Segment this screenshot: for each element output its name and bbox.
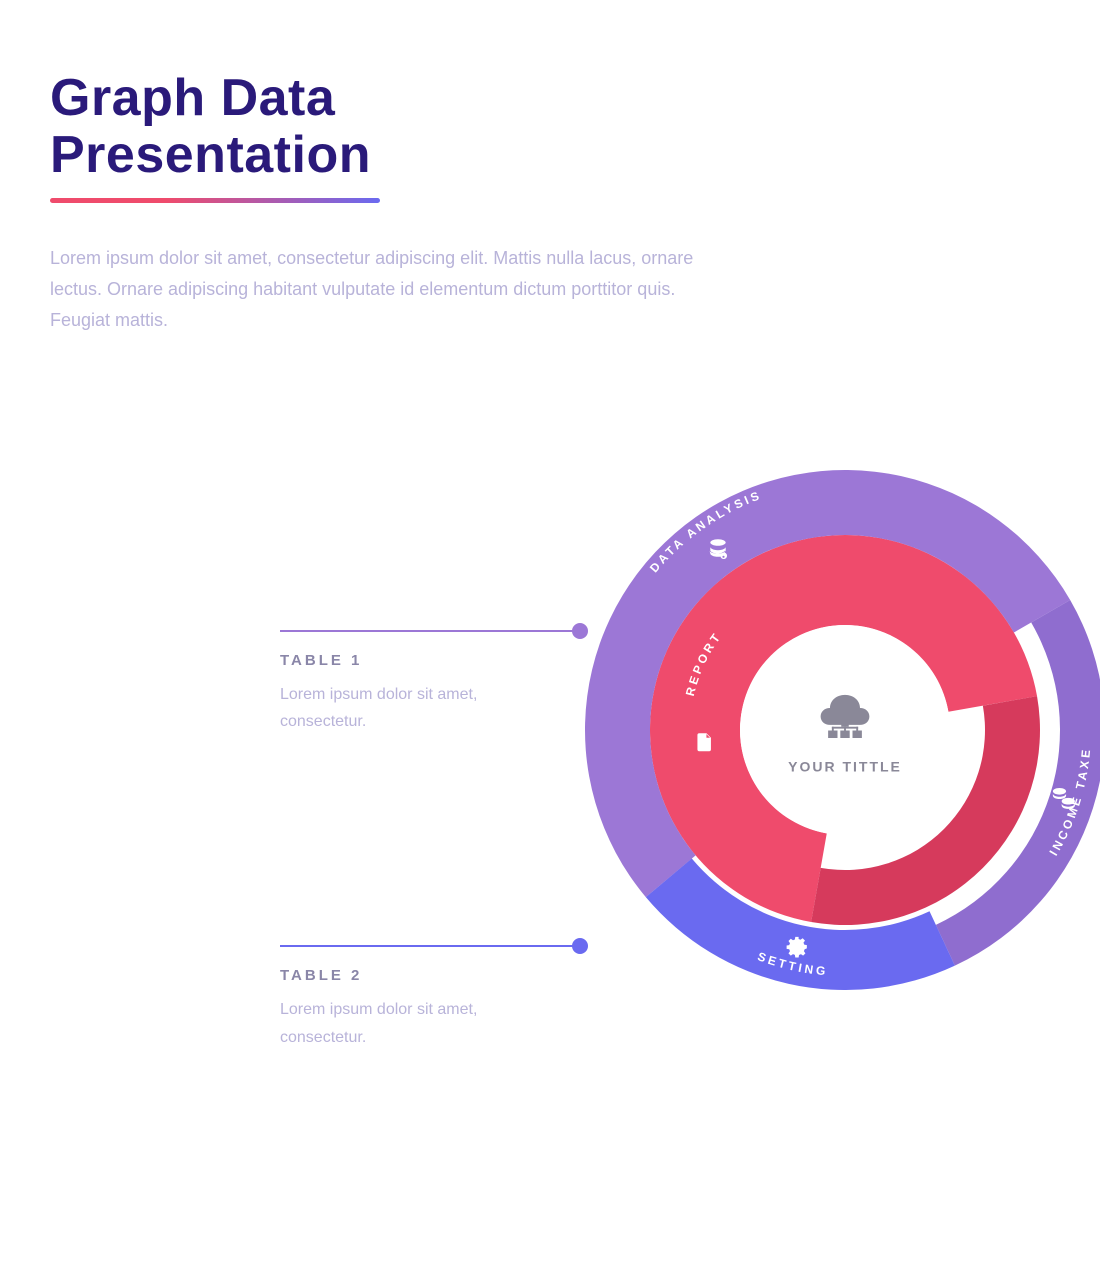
page-title: Graph Data Presentation [50,70,1100,184]
title-underline [50,198,380,203]
callout-list: TABLE 1 Lorem ipsum dolor sit amet, cons… [280,630,580,1261]
title-line1: Graph Data [50,69,335,127]
callout-label: TABLE 2 [280,967,580,984]
callout-text: Lorem ipsum dolor sit amet, consectetur. [280,996,560,1050]
page-description: Lorem ipsum dolor sit amet, consectetur … [50,243,710,335]
chart-center: YOUR TITTLE [765,686,925,775]
callout-connector [280,630,580,632]
cloud-network-icon [765,686,925,751]
donut-chart: DATA ANALYSISINCOME TAXESETTINGREPORT YO… [585,470,1100,990]
callout-text: Lorem ipsum dolor sit amet, consectetur. [280,681,560,735]
callout-label: TABLE 1 [280,652,580,669]
callout-item: TABLE 1 Lorem ipsum dolor sit amet, cons… [280,630,580,735]
chart-center-label: YOUR TITTLE [765,759,925,775]
callout-item: TABLE 2 Lorem ipsum dolor sit amet, cons… [280,945,580,1050]
title-line2: Presentation [50,126,371,184]
callout-connector [280,945,580,947]
